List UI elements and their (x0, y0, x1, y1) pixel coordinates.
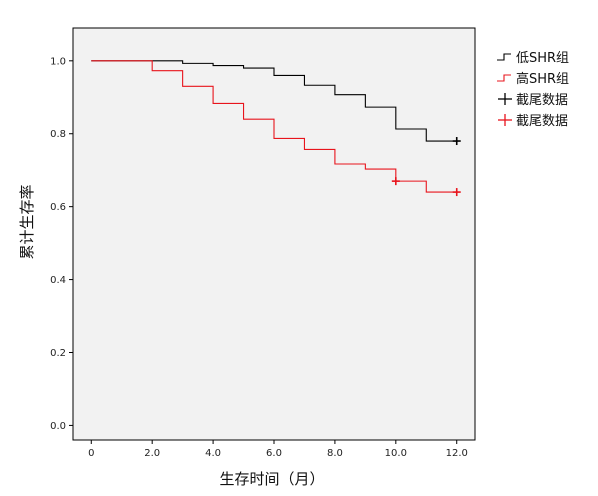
censor-mark (452, 137, 461, 146)
legend-line-swatch (497, 74, 511, 82)
legend-item: 截尾数据 (498, 93, 568, 108)
legend-plus-swatch (498, 93, 512, 105)
x-tick-label: 2.0 (144, 448, 160, 459)
censor-mark (391, 177, 400, 186)
y-tick-label: 0.6 (50, 202, 66, 213)
series-line-high-shr (91, 60, 457, 193)
x-tick-label: 6.0 (266, 448, 282, 459)
y-tick-label: 0.4 (50, 275, 66, 286)
x-tick-label: 12.0 (446, 448, 468, 459)
x-axis: 0 2.0 4.0 6.0 8.0 10.0 12.0 (88, 440, 468, 459)
legend-label: 截尾数据 (516, 114, 568, 129)
legend-line-swatch (497, 53, 511, 61)
x-tick-label: 10.0 (385, 448, 407, 459)
series-layer (91, 60, 461, 197)
legend-plus-swatch (498, 114, 512, 126)
x-tick-label: 8.0 (327, 448, 343, 459)
y-tick-label: 0.2 (50, 348, 66, 359)
legend-label: 低SHR组 (516, 51, 569, 66)
x-tick-label: 4.0 (205, 448, 221, 459)
y-tick-label: 0.0 (50, 421, 66, 432)
y-tick-label: 0.8 (50, 129, 66, 140)
y-axis: 0.0 0.2 0.4 0.6 0.8 1.0 (50, 56, 73, 432)
series-line-low-shr (91, 60, 457, 142)
y-axis-title: 累计生存率 (18, 184, 36, 259)
x-tick-label: 0 (88, 448, 94, 459)
legend-item: 高SHR组 (497, 71, 569, 87)
legend-label: 高SHR组 (516, 71, 569, 87)
legend-item: 低SHR组 (497, 51, 569, 66)
legend-item: 截尾数据 (498, 114, 568, 129)
censor-mark (452, 188, 461, 197)
x-axis-title: 生存时间（月） (219, 470, 324, 488)
y-tick-label: 1.0 (50, 56, 66, 67)
plot-area (72, 27, 476, 441)
legend-label: 截尾数据 (516, 93, 568, 108)
